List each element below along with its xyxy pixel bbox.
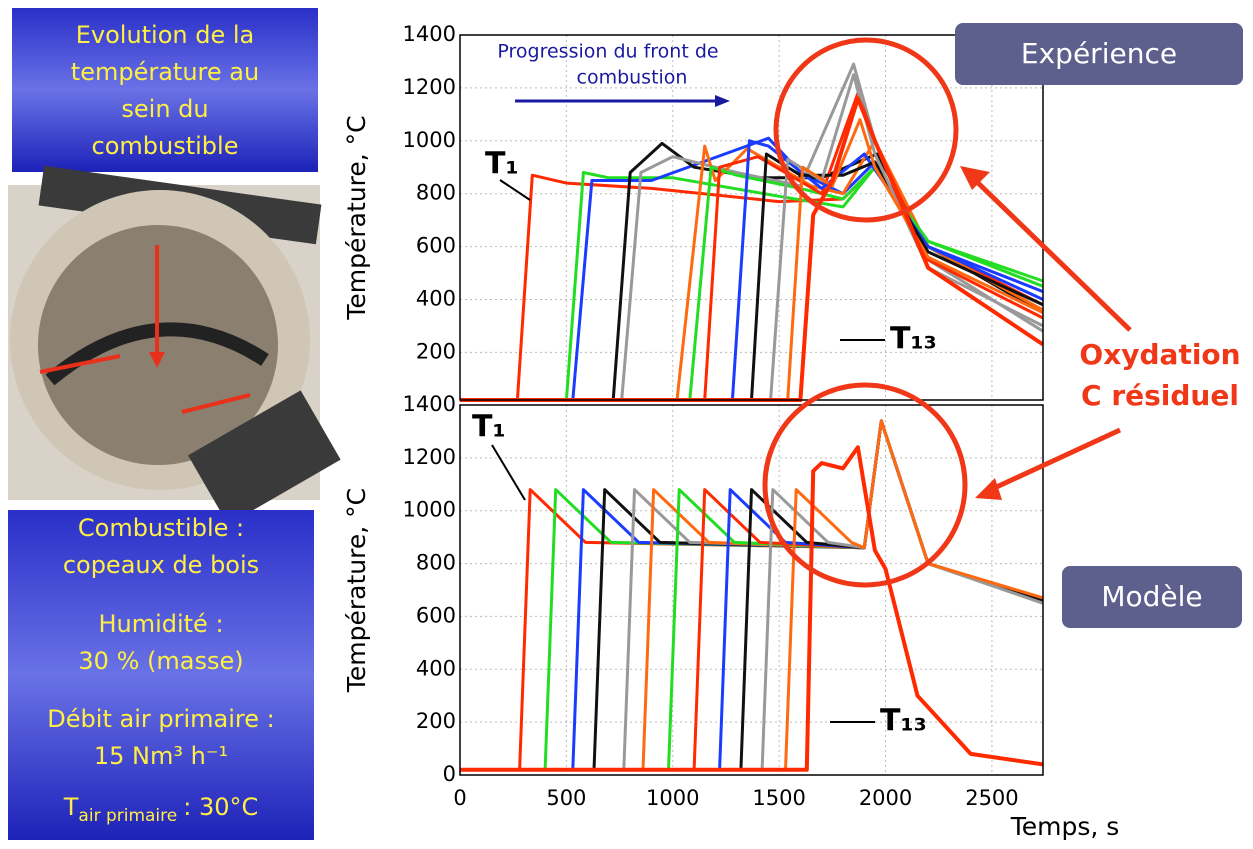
annotation: Progression du front de: [497, 41, 718, 63]
plot-frame: [459, 404, 1044, 776]
series-line: [460, 152, 1044, 402]
y-tick-label: 1000: [403, 498, 456, 522]
y-axis-label: Température, °C: [342, 115, 371, 320]
x-tick-label: 0: [453, 786, 466, 810]
side-text: Tair primaire : 30°C: [63, 793, 259, 826]
y-tick-label: 800: [416, 181, 456, 205]
y-tick-label: 200: [416, 339, 456, 363]
y-tick-label: 800: [416, 551, 456, 575]
plots: 200 400 600 800 1000 1200 1400 Température, °C 0…: [342, 22, 1119, 841]
highlight-circle: [773, 37, 959, 223]
arrow-head: [715, 95, 730, 107]
series-line: [460, 419, 1044, 772]
callout-arrow-head: [975, 478, 1002, 500]
series-line: [460, 419, 1044, 772]
annotation: T₁: [485, 147, 519, 182]
series-line: [460, 96, 1045, 402]
label-box: [955, 23, 1243, 85]
callout-arrow-head: [960, 166, 990, 190]
highlight-circle: [762, 382, 968, 588]
callout-text: Oxydation: [1079, 338, 1240, 371]
side-text: copeaux de bois: [63, 551, 259, 579]
series-line: [460, 165, 1044, 402]
y-tick-label: 1000: [403, 128, 456, 152]
side-text: Débit air primaire :: [47, 705, 274, 733]
side-text: 30 % (masse): [78, 647, 243, 675]
side-symbol: T: [63, 793, 79, 821]
photo: [8, 165, 341, 525]
y-tick-label: 200: [416, 709, 456, 733]
pointer: [491, 444, 526, 501]
y-axis-label: Température, °C: [342, 488, 371, 693]
callout-arrow: [988, 427, 1122, 493]
chart-title: Expérience: [1021, 37, 1177, 70]
y-tick-label: 1200: [403, 75, 456, 99]
y-tick-label: 1400: [403, 22, 456, 46]
side-text: Combustible :: [78, 514, 244, 542]
side-text: 15 Nm³ h⁻¹: [94, 742, 228, 770]
y-tick-label: 0: [443, 762, 456, 786]
x-tick-label: 500: [546, 786, 586, 810]
side-title: combustible: [92, 132, 239, 160]
series-line: [460, 165, 1044, 402]
annotation: T₁₃: [880, 704, 927, 739]
chart-title: Modèle: [1101, 580, 1202, 613]
side-text: Humidité :: [98, 610, 223, 638]
y-tick-label: 1200: [403, 445, 456, 469]
y-tick-label: 1400: [403, 392, 456, 416]
y-tick-label: 600: [416, 603, 456, 627]
x-tick-label: 1000: [646, 786, 699, 810]
series-line: [460, 139, 1044, 402]
callout-arrow: [973, 178, 1132, 332]
y-tick-label: 400: [416, 286, 456, 310]
x-tick-label: 2000: [859, 786, 912, 810]
side-value: : 30°C: [183, 793, 258, 821]
info-box: [8, 510, 314, 840]
side-title: température au: [71, 58, 259, 86]
annotation: combustion: [577, 67, 688, 89]
y-tick-label: 600: [416, 234, 456, 258]
side-subscript: air primaire: [78, 806, 177, 826]
annotation: T₁₃: [890, 322, 937, 357]
pointer: [499, 179, 531, 201]
series-line: [460, 165, 1044, 402]
title-box: [12, 8, 318, 172]
side-title: sein du: [121, 95, 208, 123]
x-tick-label: 2500: [965, 786, 1018, 810]
callout-text: C résiduel: [1081, 379, 1239, 412]
plot-frame: [459, 34, 1044, 401]
x-axis-label: Temps, s: [1010, 812, 1120, 841]
annotation: T₁: [472, 410, 506, 445]
side-title: Evolution de la: [76, 21, 255, 49]
x-tick-label: 1500: [752, 786, 805, 810]
label-box: [1062, 566, 1242, 628]
y-tick-label: 400: [416, 656, 456, 680]
